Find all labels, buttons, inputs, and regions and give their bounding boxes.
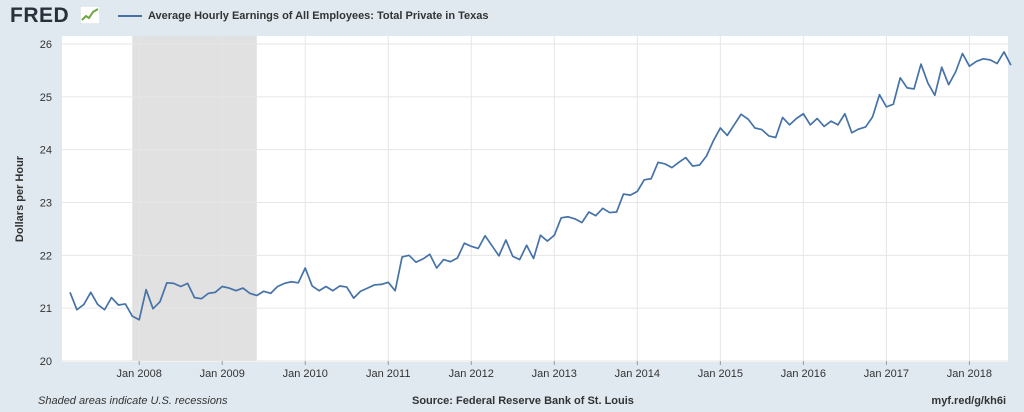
x-tick-label-10: Jan 2018 xyxy=(947,368,992,380)
x-tick-label-5: Jan 2013 xyxy=(532,368,577,380)
x-axis: Jan 2008 Jan 2009 Jan 2010 Jan 2011 Jan 2012… xyxy=(117,361,992,380)
x-tick-label-3: Jan 2011 xyxy=(366,368,410,380)
legend-label: Average Hourly Earnings of All Employees… xyxy=(148,10,489,22)
y-tick-label-23: 23 xyxy=(40,198,52,210)
x-tick-label-8: Jan 2016 xyxy=(781,368,826,380)
x-tick-label-4: Jan 2012 xyxy=(449,368,494,380)
header: FRED Average Hourly Earnings of All Empl… xyxy=(0,0,1024,36)
y-axis-title: Dollars per Hour xyxy=(14,155,26,242)
y-tick-label-20: 20 xyxy=(40,356,52,368)
y-tick-label-25: 25 xyxy=(40,92,52,104)
y-axis: 20 21 22 23 24 25 26 xyxy=(40,39,52,368)
x-tick-label-1: Jan 2009 xyxy=(200,368,245,380)
x-tick-label-7: Jan 2015 xyxy=(698,368,743,380)
x-tick-label-6: Jan 2014 xyxy=(615,368,660,380)
y-tick-label-22: 22 xyxy=(40,250,52,262)
legend-swatch xyxy=(118,15,142,17)
x-tick-label-9: Jan 2017 xyxy=(864,368,909,380)
y-tick-label-26: 26 xyxy=(40,39,52,51)
recession-note: Shaded areas indicate U.S. recessions xyxy=(38,395,228,407)
x-tick-label-2: Jan 2010 xyxy=(283,368,328,380)
series-line xyxy=(69,51,1012,321)
fred-line-graph-icon xyxy=(80,6,100,24)
source-note: Source: Federal Reserve Bank of St. Loui… xyxy=(412,395,634,407)
x-tick-label-0: Jan 2008 xyxy=(117,368,162,380)
recession-layer xyxy=(132,36,257,361)
legend: Average Hourly Earnings of All Employees… xyxy=(118,10,489,22)
y-tick-label-24: 24 xyxy=(40,145,52,157)
y-tick-label-21: 21 xyxy=(40,303,52,315)
short-link[interactable]: myf.red/g/kh6i xyxy=(931,395,1006,407)
recession-band-0 xyxy=(132,36,257,361)
fred-logo[interactable]: FRED xyxy=(10,4,70,27)
